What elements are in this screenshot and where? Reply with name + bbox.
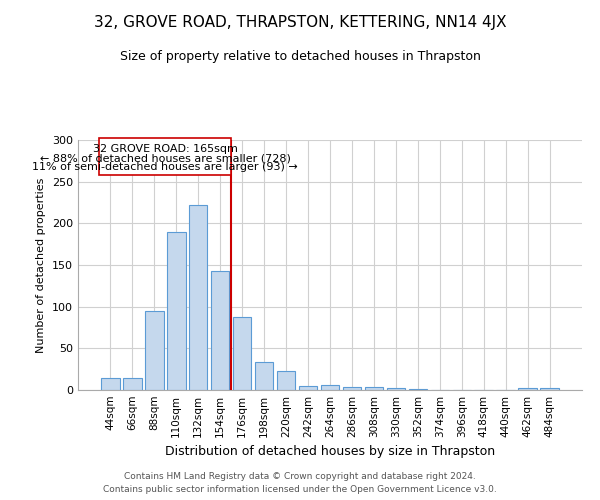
Text: Contains HM Land Registry data © Crown copyright and database right 2024.: Contains HM Land Registry data © Crown c… [124, 472, 476, 481]
Bar [101, 378, 119, 390]
Bar [233, 316, 251, 390]
Bar [211, 271, 229, 390]
Y-axis label: Number of detached properties: Number of detached properties [37, 178, 46, 352]
Bar [365, 386, 383, 390]
Bar [518, 388, 537, 390]
Bar [145, 311, 164, 390]
Bar [123, 378, 142, 390]
Text: Contains public sector information licensed under the Open Government Licence v3: Contains public sector information licen… [103, 485, 497, 494]
Bar [167, 232, 185, 390]
Bar [299, 386, 317, 390]
Bar [343, 386, 361, 390]
Bar [99, 138, 231, 175]
Bar [409, 389, 427, 390]
Bar [255, 362, 274, 390]
X-axis label: Distribution of detached houses by size in Thrapston: Distribution of detached houses by size … [165, 446, 495, 458]
Bar [277, 371, 295, 390]
Bar [386, 388, 405, 390]
Bar [320, 385, 340, 390]
Text: 11% of semi-detached houses are larger (93) →: 11% of semi-detached houses are larger (… [32, 162, 298, 172]
Text: Size of property relative to detached houses in Thrapston: Size of property relative to detached ho… [119, 50, 481, 63]
Bar [541, 388, 559, 390]
Bar [189, 205, 208, 390]
Text: 32, GROVE ROAD, THRAPSTON, KETTERING, NN14 4JX: 32, GROVE ROAD, THRAPSTON, KETTERING, NN… [94, 15, 506, 30]
Text: 32 GROVE ROAD: 165sqm: 32 GROVE ROAD: 165sqm [93, 144, 238, 154]
Text: ← 88% of detached houses are smaller (728): ← 88% of detached houses are smaller (72… [40, 154, 290, 164]
